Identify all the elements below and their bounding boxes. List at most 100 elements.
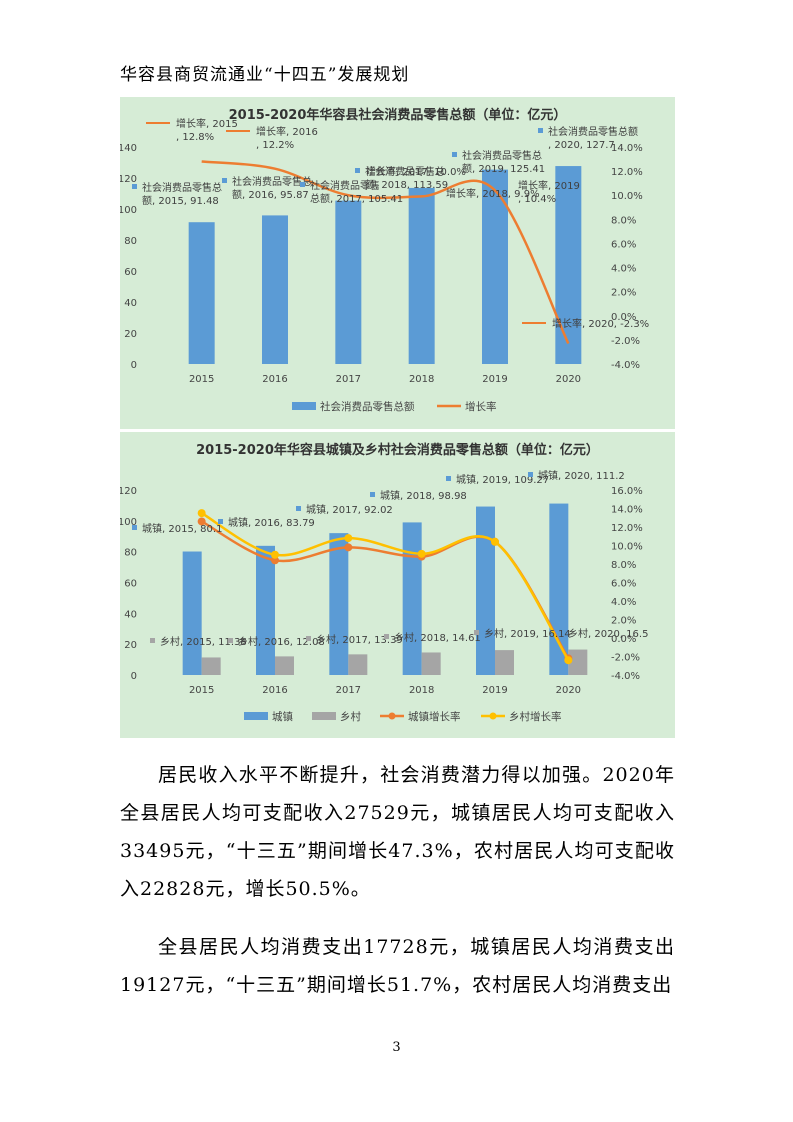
- y-axis-tick-label: 80: [124, 548, 137, 559]
- y2-axis-tick-label: 8.0%: [611, 560, 636, 571]
- bar: [549, 504, 568, 675]
- bar: [329, 533, 348, 675]
- bar: [256, 546, 275, 675]
- y-axis-tick-label: 40: [124, 609, 137, 620]
- paragraph-consumption: 全县居民人均消费支出17728元，城镇居民人均消费支出19127元，“十三五”期…: [120, 928, 675, 1004]
- bar: [183, 552, 202, 675]
- data-label-marker: [132, 525, 137, 530]
- series-point: [344, 543, 352, 551]
- legend-label: 城镇增长率: [408, 710, 461, 723]
- bar: [422, 652, 441, 675]
- data-label: 社会消费品零售总额: [548, 125, 638, 138]
- y2-axis-tick-label: -2.0%: [611, 653, 640, 664]
- legend-marker: [490, 713, 497, 720]
- data-label-marker: [370, 492, 375, 497]
- chart-urban-rural-retail-sales-svg: 2015-2020年华容县城镇及乡村社会消费品零售总额（单位：亿元） 0 20 40 6…: [120, 432, 675, 738]
- data-label: 社会消费品零售总: [142, 181, 222, 194]
- y2-axis-tick-label: 14.0%: [611, 143, 643, 154]
- data-label: 城镇, 2020, 111.2: [538, 469, 625, 482]
- data-label-marker: [218, 519, 223, 524]
- legend-swatch: [312, 712, 336, 720]
- series-point: [198, 509, 206, 517]
- series-point: [564, 656, 572, 664]
- bar: [409, 188, 435, 364]
- series-point: [491, 538, 499, 546]
- data-label-marker: [452, 152, 457, 157]
- chart-title: 2015-2020年华容县城镇及乡村社会消费品零售总额（单位：亿元）: [196, 442, 599, 458]
- bar: [476, 507, 495, 675]
- data-label-marker: [296, 506, 301, 511]
- data-label-marker: [306, 636, 311, 641]
- y2-axis-tick-label: 6.0%: [611, 239, 636, 250]
- data-label-marker: [222, 178, 227, 183]
- legend-swatch: [292, 402, 316, 410]
- data-label-marker: [384, 634, 389, 639]
- legend-label: 社会消费品零售总额: [320, 400, 415, 413]
- bar: [202, 657, 221, 675]
- data-label: 增长率, 2019: [518, 179, 580, 192]
- legend-swatch: [244, 712, 268, 720]
- data-label-marker: [228, 638, 233, 643]
- y2-axis-tick-label: 12.0%: [611, 523, 643, 534]
- legend-label: 城镇: [272, 710, 293, 723]
- data-label-marker: [474, 630, 479, 635]
- data-label-marker: [355, 168, 360, 173]
- bar: [403, 522, 422, 675]
- data-label: 城镇, 2016, 83.79: [228, 516, 315, 529]
- data-label: 增长率, 2017, 10.0%: [366, 165, 466, 178]
- data-label: , 12.8%: [176, 132, 214, 143]
- bar: [348, 654, 367, 675]
- x-axis-tick-label: 2017: [336, 685, 361, 696]
- y2-axis-tick-label: 4.0%: [611, 597, 636, 608]
- y2-axis-tick-label: 2.0%: [611, 288, 636, 299]
- chart-total-retail-sales-svg: 2015-2020年华容县社会消费品零售总额（单位：亿元） 0 20 40 60 80 10…: [120, 97, 675, 429]
- chart-total-retail-sales: 2015-2020年华容县社会消费品零售总额（单位：亿元） 0 20 40 60 80 10…: [120, 97, 675, 429]
- bar: [335, 201, 361, 364]
- data-label: 乡村, 2015, 11.38: [160, 635, 247, 648]
- data-label-marker: [446, 476, 451, 481]
- y2-axis-tick-label: 8.0%: [611, 215, 636, 226]
- data-label: 城镇, 2018, 98.98: [380, 489, 467, 502]
- data-label: 总额, 2017, 105.41: [310, 192, 403, 205]
- y-axis-tick-label: 20: [124, 640, 137, 651]
- page-header: 华容县商贸流通业“十四五”发展规划: [120, 60, 409, 85]
- y-axis-tick-label: 40: [124, 298, 137, 309]
- series-point: [344, 534, 352, 542]
- y-axis-tick-label: 80: [124, 236, 137, 247]
- x-axis-tick-label: 2018: [409, 685, 434, 696]
- bar: [262, 215, 288, 364]
- y2-axis-tick-label: 10.0%: [611, 191, 643, 202]
- bar: [495, 650, 514, 675]
- data-label: , 12.2%: [256, 140, 294, 151]
- data-label: , 2020, 127.7: [548, 140, 615, 151]
- series-point: [418, 550, 426, 558]
- data-label: 乡村, 2019, 16.14: [484, 627, 571, 640]
- bar: [189, 222, 215, 364]
- data-label-marker: [300, 182, 305, 187]
- y2-axis-tick-label: -4.0%: [611, 360, 640, 371]
- data-label: 额, 2019, 125.41: [462, 162, 545, 175]
- x-axis-tick-label: 2015: [189, 374, 214, 385]
- y-axis-tick-label: 120: [120, 486, 137, 497]
- y2-axis-tick-label: -2.0%: [611, 336, 640, 347]
- data-label-marker: [132, 184, 137, 189]
- data-label: 增长率, 2016: [256, 125, 318, 138]
- y-axis-tick-label: 100: [120, 205, 137, 216]
- y-axis-tick-label: 140: [120, 143, 137, 154]
- bar: [275, 656, 294, 675]
- x-axis-tick-label: 2015: [189, 685, 214, 696]
- data-label-marker: [150, 638, 155, 643]
- data-label: 额, 2018, 113.59: [365, 178, 448, 191]
- legend-label: 乡村: [340, 710, 361, 723]
- y-axis-tick-label: 60: [124, 267, 137, 278]
- y-axis-tick-label: 60: [124, 579, 137, 590]
- y-axis-tick-label: 0: [131, 671, 137, 682]
- x-axis-tick-label: 2020: [556, 374, 581, 385]
- data-label: 乡村, 2016, 12.08: [238, 635, 325, 648]
- y2-axis-tick-label: 6.0%: [611, 579, 636, 590]
- x-axis-tick-label: 2019: [482, 374, 507, 385]
- data-label: 城镇, 2015, 80.1: [142, 522, 222, 535]
- data-label: , 10.4%: [518, 194, 556, 205]
- y2-axis-tick-label: 16.0%: [611, 486, 643, 497]
- x-axis-tick-label: 2019: [482, 685, 507, 696]
